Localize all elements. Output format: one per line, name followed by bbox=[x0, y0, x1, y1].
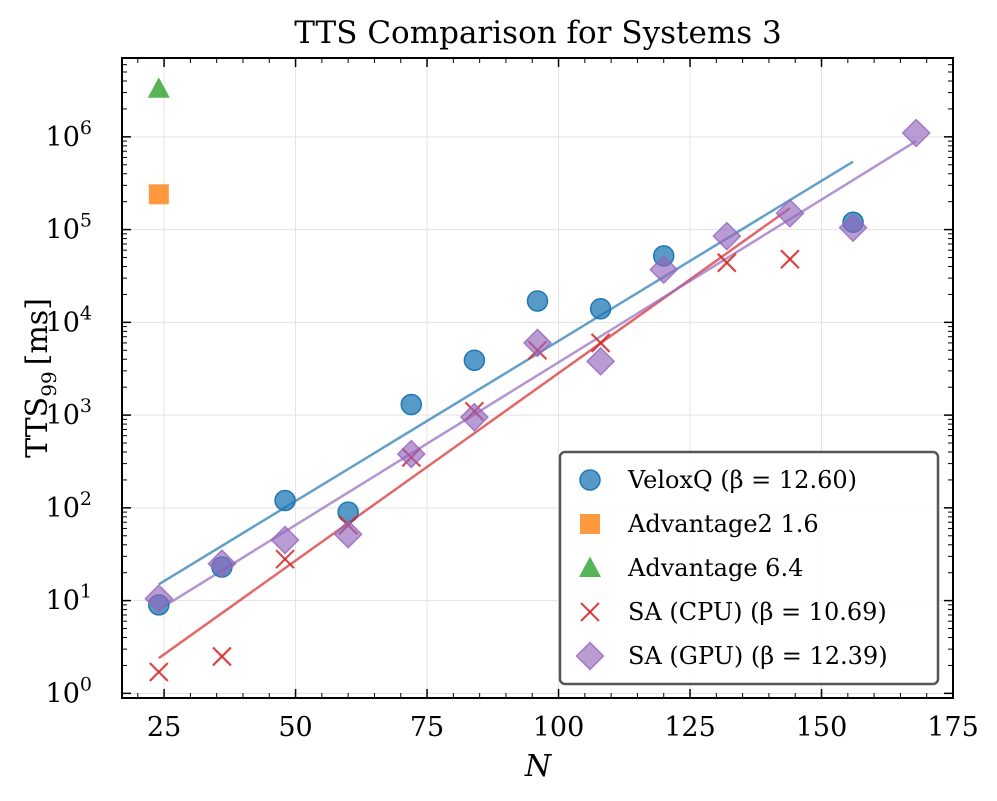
data-point-sa-gpu bbox=[901, 118, 931, 148]
legend-marker-advantage2-1-6 bbox=[580, 514, 600, 534]
data-point-advantage-6-4 bbox=[147, 77, 170, 98]
data-point-sa-gpu bbox=[775, 198, 805, 228]
legend-label-sa-cpu: SA (CPU) (β = 10.69) bbox=[628, 598, 887, 626]
x-tick-label: 150 bbox=[796, 712, 848, 743]
data-point-sa-cpu bbox=[149, 662, 169, 682]
data-point-sa-cpu bbox=[780, 249, 800, 269]
x-tick-label: 175 bbox=[927, 712, 979, 743]
x-marker-stroke bbox=[149, 662, 169, 682]
data-point-sa-gpu bbox=[712, 221, 742, 251]
data-point-veloxq bbox=[589, 298, 612, 320]
legend-marker-advantage-6-4 bbox=[579, 556, 601, 577]
y-axis-label-main: TTS bbox=[20, 397, 55, 458]
data-point-sa-gpu bbox=[333, 519, 363, 549]
data-point-sa-gpu bbox=[207, 549, 237, 579]
x-marker-stroke bbox=[780, 249, 800, 269]
legend-box bbox=[558, 450, 940, 686]
data-point-sa-gpu bbox=[459, 402, 489, 432]
x-tick-label: 25 bbox=[147, 712, 181, 743]
x-marker-stroke bbox=[590, 333, 611, 353]
y-tick-label: 103 bbox=[46, 395, 92, 431]
x-marker-stroke bbox=[212, 646, 232, 667]
y-axis-label-subscript: 99 bbox=[37, 371, 61, 396]
y-axis-label: TTS99 [ms] bbox=[20, 298, 61, 458]
y-tick-label: 106 bbox=[46, 117, 92, 153]
data-points bbox=[144, 77, 931, 682]
y-tick-label: 104 bbox=[46, 302, 92, 338]
data-point-sa-gpu bbox=[838, 213, 868, 243]
data-point-sa-gpu bbox=[270, 525, 300, 555]
data-point-veloxq bbox=[526, 290, 549, 312]
y-tick-label: 105 bbox=[46, 210, 92, 246]
x-tick-label: 75 bbox=[410, 712, 444, 743]
data-point-sa-gpu bbox=[522, 328, 553, 358]
data-point-sa-gpu bbox=[144, 584, 174, 614]
data-point-sa-gpu bbox=[396, 439, 426, 469]
x-marker-stroke bbox=[275, 549, 295, 569]
data-point-sa-cpu bbox=[212, 646, 232, 667]
grid bbox=[122, 58, 954, 698]
legend-marker-veloxq bbox=[579, 469, 601, 491]
plot-frame bbox=[121, 57, 954, 699]
x-axis-label: N bbox=[524, 749, 553, 784]
data-point-veloxq bbox=[400, 393, 423, 416]
legend: VeloxQ (β = 12.60) Advantage2 1.6 Advantag… bbox=[558, 450, 940, 686]
legend-marker-sa-gpu bbox=[575, 641, 605, 671]
legend-label-advantage2-1-6: Advantage2 1.6 bbox=[627, 510, 819, 538]
data-point-sa-gpu bbox=[586, 346, 616, 376]
legend-label-advantage-6-4: Advantage 6.4 bbox=[627, 554, 803, 582]
y-tick-label: 100 bbox=[46, 673, 92, 709]
y-axis-label-unit: [ms] bbox=[20, 298, 55, 365]
data-point-sa-cpu bbox=[717, 252, 737, 273]
legend-label-veloxq: VeloxQ (β = 12.60) bbox=[627, 466, 857, 494]
fit-line-veloxq bbox=[158, 160, 854, 586]
data-point-sa-cpu bbox=[275, 549, 295, 569]
data-point-veloxq bbox=[463, 349, 486, 372]
data-point-sa-cpu bbox=[590, 333, 611, 353]
x-tick-label: 50 bbox=[278, 712, 312, 743]
chart-title: TTS Comparison for Systems 3 bbox=[294, 15, 781, 51]
data-point-sa-gpu bbox=[649, 255, 679, 285]
axis-ticks: 25 50 75 100 125 150 175 100 101 102 103 104 105 106 bbox=[46, 58, 979, 743]
x-marker-stroke bbox=[717, 252, 737, 273]
legend-marker-sa-cpu bbox=[580, 602, 600, 622]
y-tick-label: 101 bbox=[46, 581, 92, 617]
x-tick-label: 125 bbox=[664, 712, 716, 743]
x-tick-label: 100 bbox=[533, 712, 585, 743]
data-point-advantage2-1-6 bbox=[148, 184, 169, 205]
legend-label-sa-gpu: SA (GPU) (β = 12.39) bbox=[628, 642, 888, 670]
data-point-veloxq bbox=[274, 489, 296, 512]
x-marker-stroke bbox=[580, 602, 600, 622]
y-tick-label: 102 bbox=[46, 488, 92, 524]
